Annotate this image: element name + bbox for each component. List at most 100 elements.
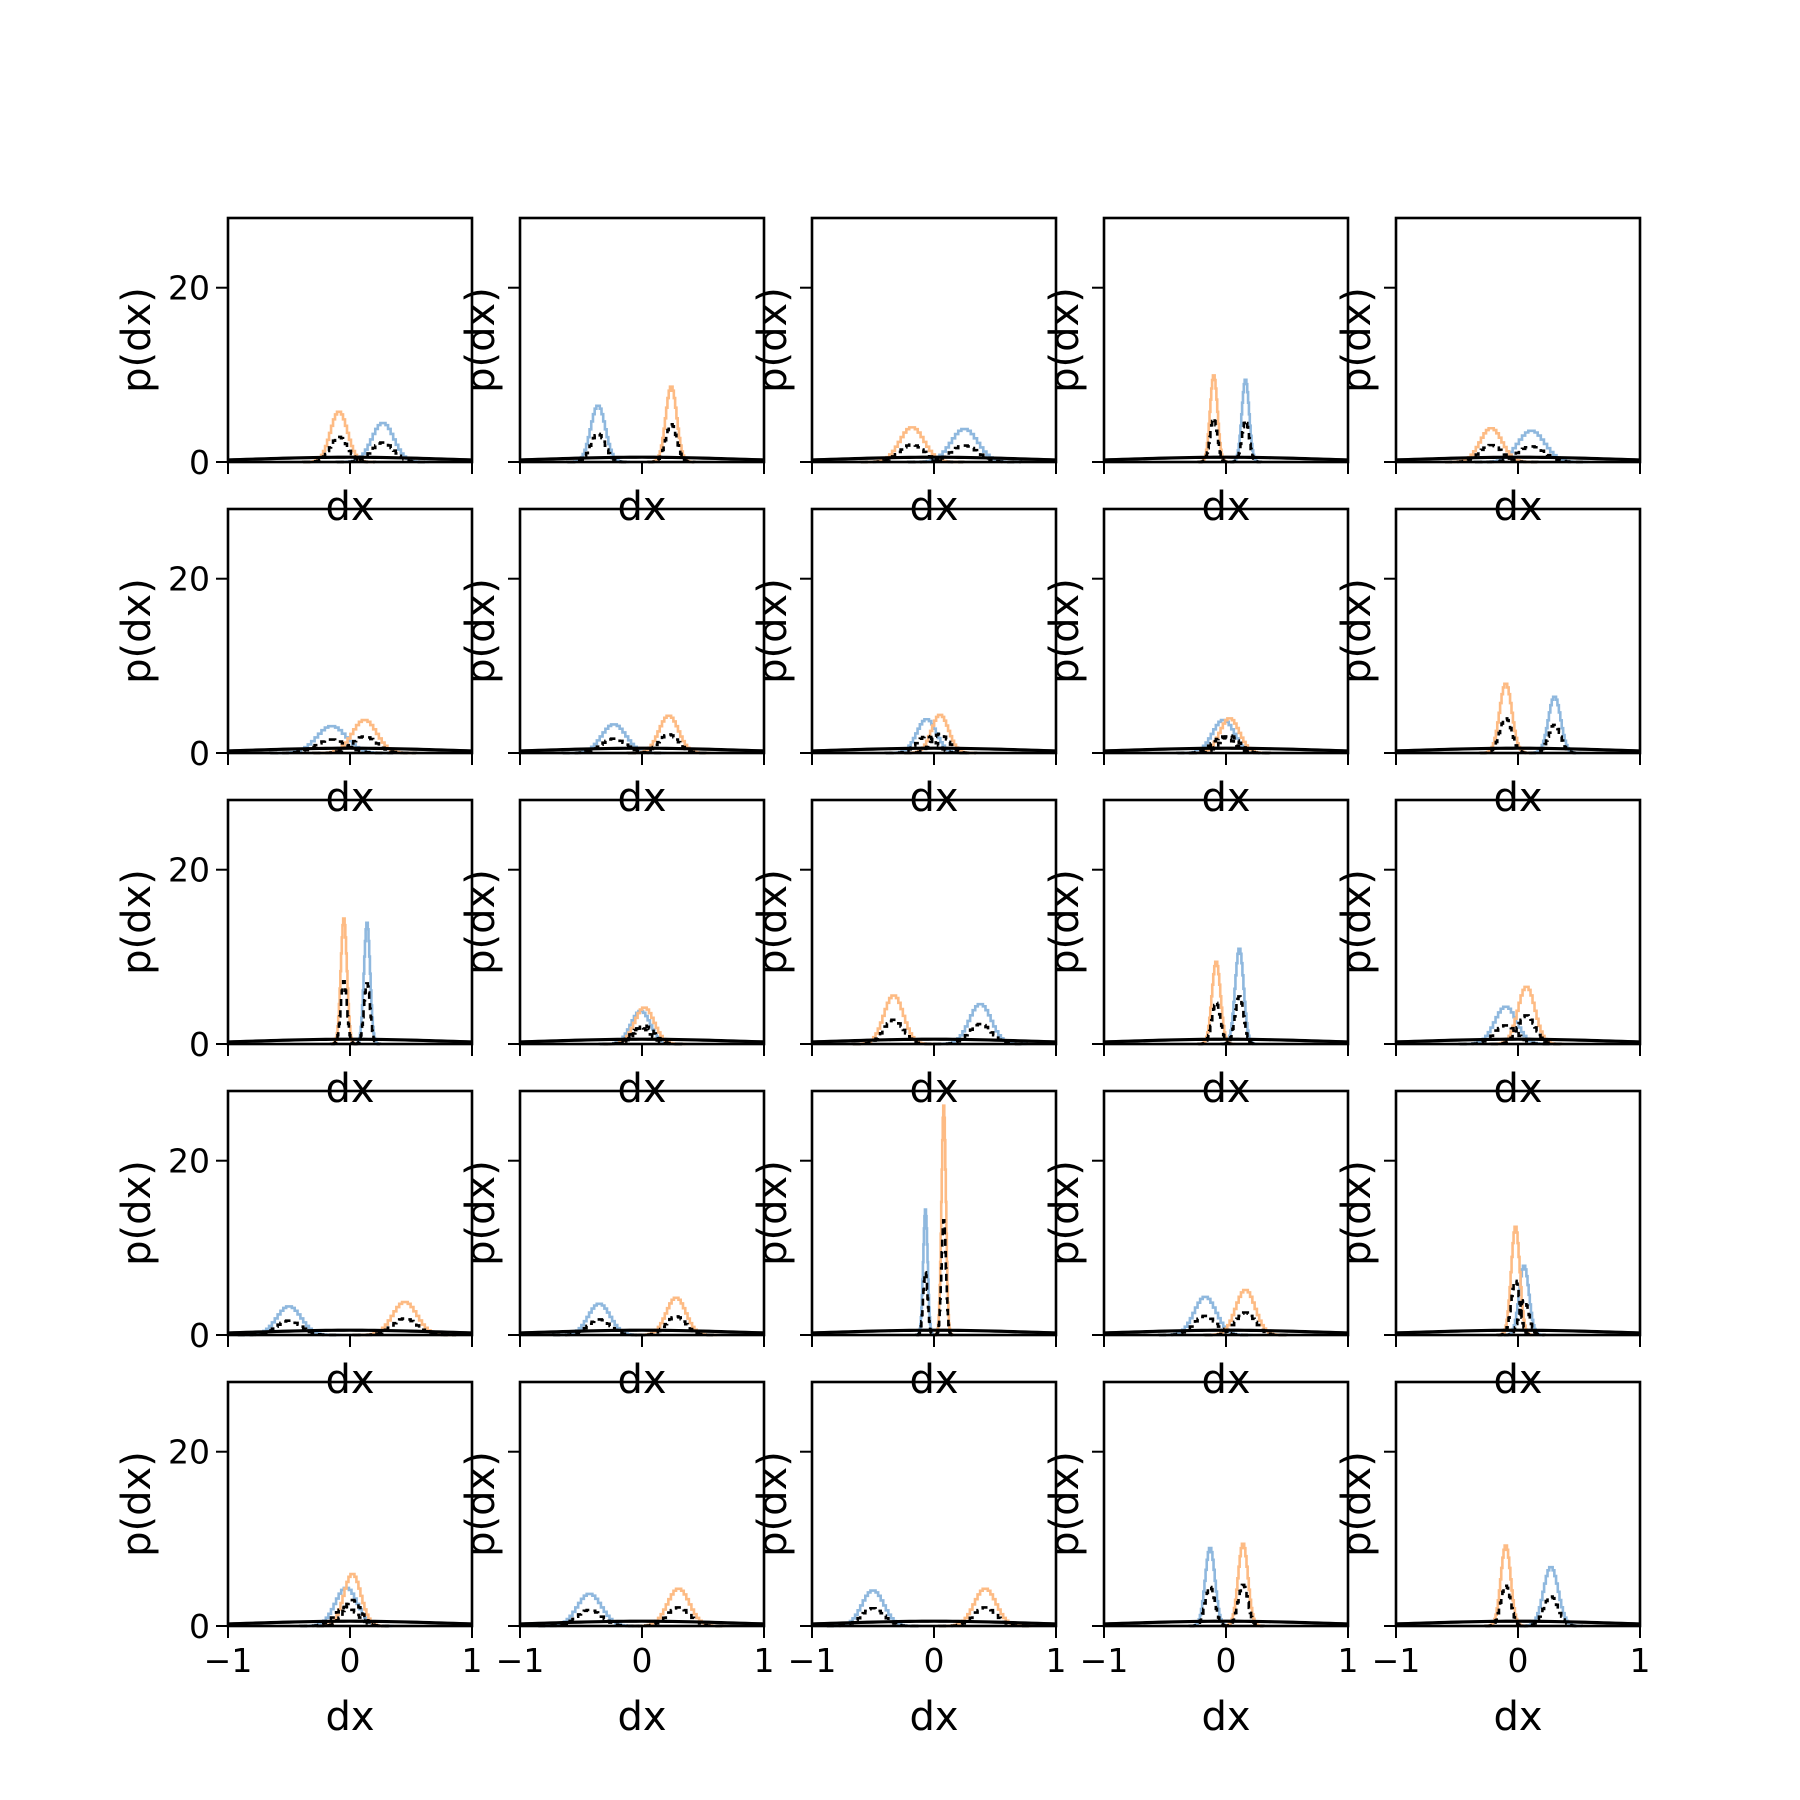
x-axis-label: dx xyxy=(325,484,374,530)
x-axis-label: dx xyxy=(1201,1066,1250,1112)
baseline-curve xyxy=(811,1328,1057,1335)
panel-frame xyxy=(518,216,766,464)
series-dashed-histogram-a xyxy=(268,738,395,755)
baseline-curve xyxy=(1103,455,1349,462)
y-axis-label: p(dx) xyxy=(114,1451,160,1557)
baseline-curve xyxy=(227,1037,473,1044)
y-tick-label: 0 xyxy=(189,443,210,482)
panel-2-2: dx p(dx) xyxy=(750,798,1058,1112)
panel-1-3: dx p(dx) xyxy=(1042,507,1350,821)
series-orange-histogram xyxy=(1197,374,1231,464)
baseline-curve xyxy=(1395,746,1641,753)
x-axis-label: dx xyxy=(909,1066,958,1112)
series-dashed-histogram-a xyxy=(914,1270,936,1337)
panel-frame xyxy=(1394,507,1642,755)
panel-3-0: 0 20 dx p(dx) xyxy=(114,1089,474,1403)
panel-frame xyxy=(518,507,766,755)
panel-3-3: dx p(dx) xyxy=(1042,1089,1350,1403)
panel-3-2: dx p(dx) xyxy=(750,1089,1058,1403)
panel-frame xyxy=(518,1380,766,1628)
series-dashed-histogram-b xyxy=(933,1219,955,1337)
y-axis-label: p(dx) xyxy=(750,578,796,684)
x-tick-label: 0 xyxy=(1216,1641,1237,1680)
y-axis-label: p(dx) xyxy=(1334,578,1380,684)
x-tick-label: 1 xyxy=(754,1641,775,1680)
y-tick-label: 20 xyxy=(168,560,210,599)
panel-4-2: −1 0 1 dx p(dx) xyxy=(750,1380,1067,1740)
panel-2-4: dx p(dx) xyxy=(1334,798,1642,1112)
y-tick-label: 20 xyxy=(168,851,210,890)
baseline-curve xyxy=(519,455,765,462)
panel-frame xyxy=(810,798,1058,1046)
baseline-curve xyxy=(811,1037,1057,1044)
y-tick-label: 0 xyxy=(189,1607,210,1646)
baseline-curve xyxy=(519,1328,765,1335)
baseline-curve xyxy=(1395,455,1641,462)
x-tick-label: 0 xyxy=(1508,1641,1529,1680)
panel-frame xyxy=(810,216,1058,464)
series-dashed-histogram-a xyxy=(1473,445,1590,464)
panel-1-0: 0 20 dx p(dx) xyxy=(114,507,474,821)
y-axis-label: p(dx) xyxy=(114,1160,160,1266)
baseline-curve xyxy=(811,455,1057,462)
y-axis-label: p(dx) xyxy=(1334,1160,1380,1266)
y-tick-label: 20 xyxy=(168,269,210,308)
y-axis-label: p(dx) xyxy=(1042,869,1088,975)
y-axis-label: p(dx) xyxy=(1042,1451,1088,1557)
y-axis-label: p(dx) xyxy=(750,1451,796,1557)
x-axis-label: dx xyxy=(1201,1357,1250,1403)
panel-frame xyxy=(1102,507,1350,755)
y-axis-label: p(dx) xyxy=(458,1451,504,1557)
baseline-curve xyxy=(227,1619,473,1626)
panel-1-4: dx p(dx) xyxy=(1334,507,1642,821)
series-blue-histogram xyxy=(1228,378,1263,464)
y-tick-label: 20 xyxy=(168,1142,210,1181)
y-axis-label: p(dx) xyxy=(458,869,504,975)
y-tick-label: 0 xyxy=(189,734,210,773)
panel-2-1: dx p(dx) xyxy=(458,798,766,1112)
panel-frame xyxy=(226,216,474,464)
y-axis-label: p(dx) xyxy=(114,578,160,684)
panel-frame xyxy=(1102,798,1350,1046)
baseline-curve xyxy=(519,1619,765,1626)
baseline-curve xyxy=(1395,1037,1641,1044)
x-axis-label: dx xyxy=(1201,775,1250,821)
baseline-curve xyxy=(519,1037,765,1044)
x-axis-label: dx xyxy=(617,1066,666,1112)
panel-0-3: dx p(dx) xyxy=(1042,216,1350,530)
panel-0-4: dx p(dx) xyxy=(1334,216,1642,530)
x-tick-label: 0 xyxy=(924,1641,945,1680)
x-tick-label: 1 xyxy=(1630,1641,1651,1680)
y-axis-label: p(dx) xyxy=(750,1160,796,1266)
x-axis-label: dx xyxy=(909,775,958,821)
x-axis-label: dx xyxy=(617,484,666,530)
x-axis-label: dx xyxy=(617,1694,666,1740)
x-tick-label: 0 xyxy=(340,1641,361,1680)
y-tick-label: 0 xyxy=(189,1025,210,1064)
x-axis-label: dx xyxy=(1493,1066,1542,1112)
y-tick-label: 20 xyxy=(168,1433,210,1472)
panel-0-2: dx p(dx) xyxy=(750,216,1058,530)
baseline-curve xyxy=(811,1619,1057,1626)
series-blue-histogram xyxy=(566,404,631,464)
baseline-curve xyxy=(227,1328,473,1335)
baseline-curve xyxy=(227,746,473,753)
y-axis-label: p(dx) xyxy=(750,869,796,975)
panel-2-3: dx p(dx) xyxy=(1042,798,1350,1112)
panel-frame xyxy=(810,507,1058,755)
y-axis-label: p(dx) xyxy=(114,869,160,975)
baseline-curve xyxy=(1395,1619,1641,1626)
x-axis-label: dx xyxy=(617,1357,666,1403)
panel-2-0: 0 20 dx p(dx) xyxy=(114,798,474,1112)
y-axis-label: p(dx) xyxy=(458,1160,504,1266)
panel-frame xyxy=(1102,1380,1350,1628)
x-axis-label: dx xyxy=(325,1694,374,1740)
panel-3-1: dx p(dx) xyxy=(458,1089,766,1403)
panel-frame xyxy=(226,1089,474,1337)
panel-3-4: dx p(dx) xyxy=(1334,1089,1642,1403)
x-axis-label: dx xyxy=(617,775,666,821)
x-axis-label: dx xyxy=(1201,484,1250,530)
panel-frame xyxy=(1394,1380,1642,1628)
